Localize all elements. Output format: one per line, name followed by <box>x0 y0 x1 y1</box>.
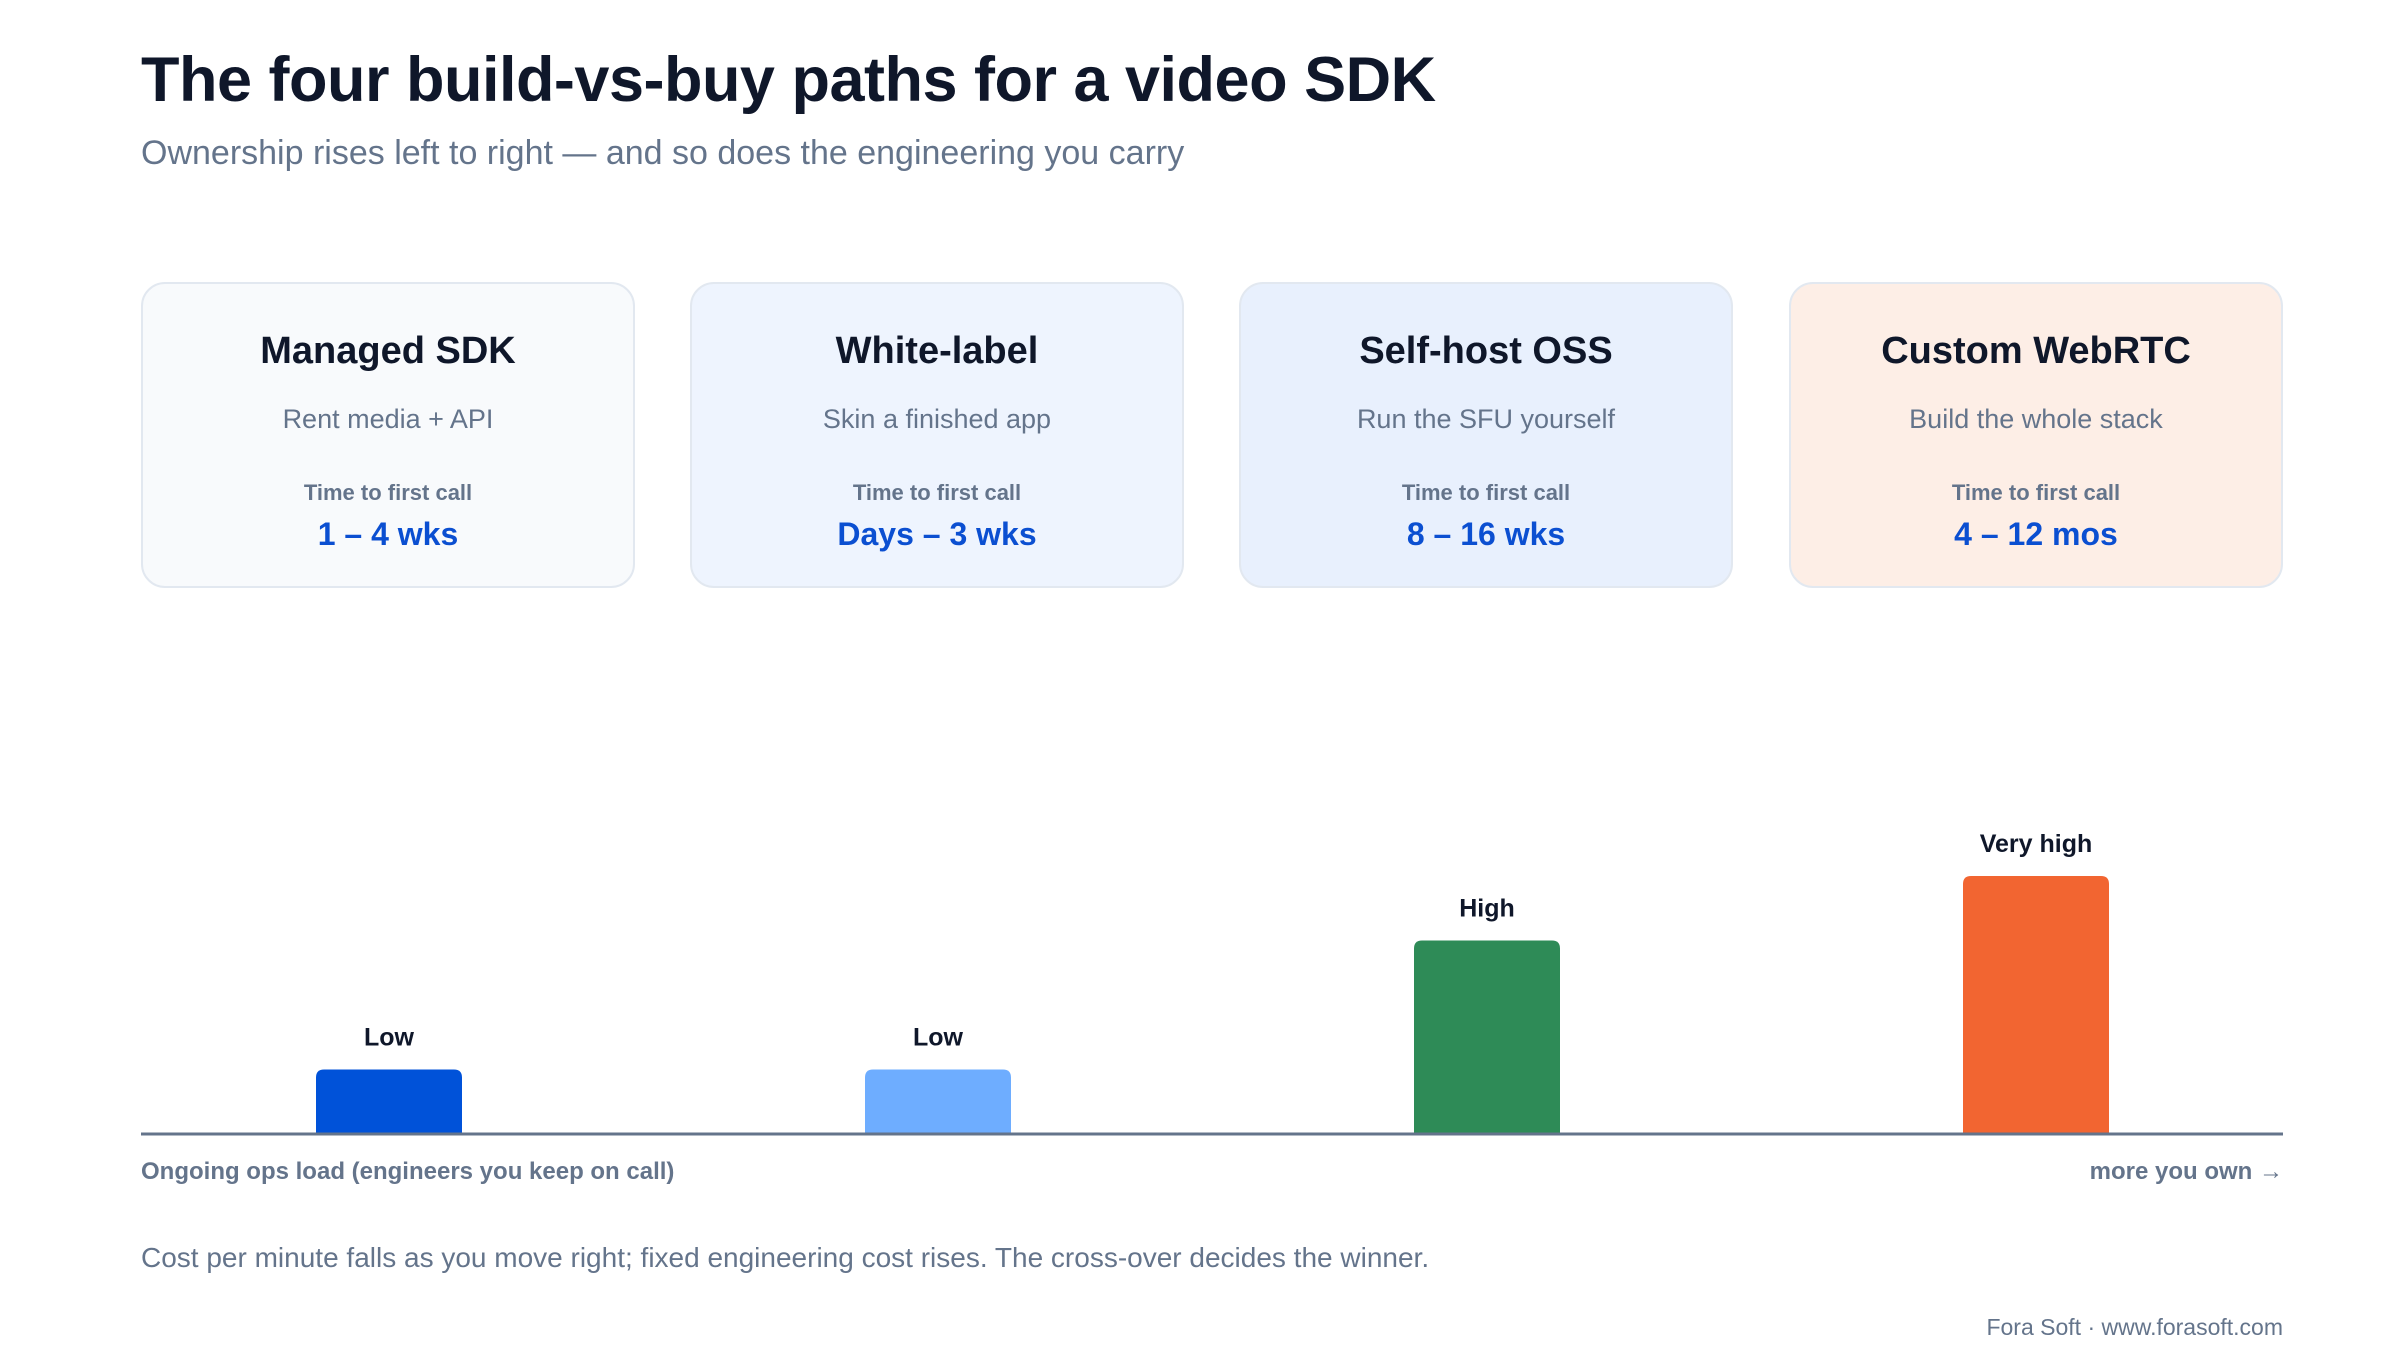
bar-custom-webrtc <box>1963 876 2109 1134</box>
card-title: Managed SDK <box>260 330 516 372</box>
card-white-label: White-label Skin a finished app Time to … <box>690 282 1184 588</box>
bar-managed-sdk <box>316 1069 462 1134</box>
credit: Fora Soft · www.forasoft.com <box>1986 1314 2283 1340</box>
bar-white-label <box>865 1069 1011 1134</box>
card-metric-value: 4 – 12 mos <box>1954 516 2118 552</box>
card-title: Self-host OSS <box>1359 330 1613 372</box>
card-metric-label: Time to first call <box>1951 480 2121 505</box>
card-metric-value: 1 – 4 wks <box>317 516 459 552</box>
footnote: Cost per minute falls as you move right;… <box>141 1242 1430 1273</box>
x-axis-label: Ongoing ops load (engineers you keep on … <box>141 1158 675 1185</box>
card-title: Custom WebRTC <box>1881 330 2191 372</box>
card-metric-value: Days – 3 wks <box>837 516 1037 552</box>
x-axis-end-label: more you own → <box>2089 1158 2283 1185</box>
card-description: Run the SFU yourself <box>1356 404 1616 434</box>
card-metric-label: Time to first call <box>1401 480 1571 505</box>
card-description: Rent media + API <box>282 404 494 434</box>
bar-value-label: Low <box>913 1024 964 1052</box>
page-title: The four build-vs-buy paths for a video … <box>141 45 1436 115</box>
bar-value-label: High <box>1459 895 1515 923</box>
card-description: Build the whole stack <box>1909 404 2163 434</box>
card-metric-label: Time to first call <box>303 480 473 505</box>
card-metric-value: 8 – 16 wks <box>1406 516 1566 552</box>
card-self-host-oss: Self-host OSS Run the SFU yourself Time … <box>1239 282 1733 588</box>
card-metric-label: Time to first call <box>852 480 1022 505</box>
bar-value-label: Low <box>364 1024 415 1052</box>
bar-value-label: Very high <box>1980 830 2093 858</box>
card-managed-sdk: Managed SDK Rent media + API Time to fir… <box>141 282 635 588</box>
card-description: Skin a finished app <box>822 404 1052 434</box>
page-subtitle: Ownership rises left to right — and so d… <box>141 134 1185 172</box>
bar-self-host-oss <box>1414 940 1560 1134</box>
card-title: White-label <box>835 330 1039 372</box>
card-custom-webrtc: Custom WebRTC Build the whole stack Time… <box>1789 282 2283 588</box>
path-cards: Managed SDK Rent media + API Time to fir… <box>141 282 2283 590</box>
